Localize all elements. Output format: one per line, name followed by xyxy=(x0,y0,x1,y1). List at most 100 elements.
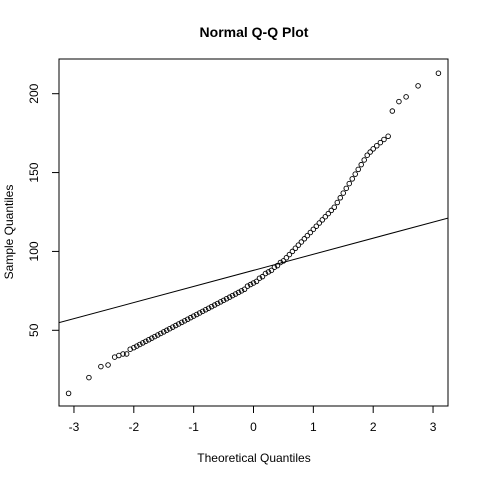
data-point xyxy=(325,210,332,217)
data-point xyxy=(389,108,396,114)
data-point xyxy=(262,270,269,277)
data-point xyxy=(202,307,209,313)
x-tick-label: -1 xyxy=(188,420,199,434)
data-point xyxy=(205,305,212,311)
data-point xyxy=(160,329,167,335)
data-point xyxy=(374,142,380,149)
data-point xyxy=(105,362,111,368)
reference-line xyxy=(59,217,448,324)
data-point xyxy=(322,213,329,220)
data-point xyxy=(98,363,104,370)
data-point xyxy=(346,180,353,187)
data-point xyxy=(193,311,200,318)
data-point xyxy=(396,98,402,105)
data-point xyxy=(169,324,176,330)
data-point xyxy=(435,70,442,76)
data-point xyxy=(256,275,263,281)
data-point xyxy=(340,190,347,196)
data-point xyxy=(364,152,370,158)
x-tick-label: 2 xyxy=(370,420,377,434)
data-point xyxy=(146,337,152,343)
data-point xyxy=(286,251,293,258)
data-point xyxy=(140,340,146,346)
data-point xyxy=(152,333,158,340)
data-point xyxy=(283,254,290,261)
data-point xyxy=(377,139,384,146)
data-point xyxy=(328,207,335,214)
data-point xyxy=(154,332,161,338)
x-tick-label: 3 xyxy=(430,420,437,434)
y-axis: 50 100 150 200 xyxy=(27,83,60,337)
data-point xyxy=(310,226,317,233)
y-tick-label: 50 xyxy=(27,323,41,337)
data-point xyxy=(385,133,391,140)
x-tick-label: 0 xyxy=(250,420,257,434)
data-point xyxy=(214,300,221,307)
data-point xyxy=(268,267,275,274)
data-point xyxy=(352,171,358,177)
data-point xyxy=(143,338,149,345)
data-point xyxy=(232,291,239,297)
data-point xyxy=(241,286,248,293)
data-point xyxy=(86,374,92,381)
data-point xyxy=(343,185,350,192)
x-tick-label: -2 xyxy=(128,420,139,434)
data-point xyxy=(181,318,188,324)
data-point xyxy=(355,166,361,173)
data-point xyxy=(229,292,236,299)
data-point xyxy=(367,149,373,155)
data-point xyxy=(65,390,72,397)
data-point xyxy=(223,295,230,302)
data-point xyxy=(301,236,308,242)
data-point xyxy=(187,314,194,321)
data-point xyxy=(208,303,215,310)
x-tick-label: 1 xyxy=(310,420,317,434)
data-point xyxy=(226,294,233,300)
data-point xyxy=(196,310,203,316)
data-point xyxy=(199,308,206,315)
data-point xyxy=(271,264,278,270)
data-point xyxy=(289,248,296,255)
data-point xyxy=(280,258,287,264)
data-point xyxy=(307,229,314,236)
data-point xyxy=(337,195,344,201)
data-point xyxy=(403,94,409,100)
data-point xyxy=(358,161,364,168)
data-point xyxy=(274,262,281,269)
data-point xyxy=(334,199,341,206)
data-point xyxy=(313,223,320,229)
y-axis-title: Sample Quantiles xyxy=(2,185,16,280)
data-point xyxy=(149,335,155,341)
chart-title: Normal Q-Q Plot xyxy=(200,24,309,40)
data-point xyxy=(247,281,254,288)
data-point xyxy=(134,343,140,349)
data-point xyxy=(172,322,179,329)
data-point xyxy=(211,302,218,308)
data-point xyxy=(381,136,387,143)
data-point xyxy=(361,157,367,163)
data-point xyxy=(298,239,305,245)
y-tick-label: 200 xyxy=(27,83,41,103)
data-point xyxy=(220,297,227,304)
data-point xyxy=(120,351,126,357)
data-point xyxy=(259,273,266,280)
y-tick-label: 150 xyxy=(27,162,41,182)
data-point xyxy=(292,245,299,252)
data-point xyxy=(244,283,251,289)
data-point xyxy=(316,220,323,226)
data-point xyxy=(319,217,326,223)
data-point xyxy=(253,278,260,285)
data-point xyxy=(331,204,338,211)
data-point xyxy=(184,316,191,323)
x-axis: -3 -2 -1 0 1 2 3 xyxy=(69,405,437,434)
data-point xyxy=(277,259,284,266)
data-point xyxy=(250,280,257,286)
data-point xyxy=(235,289,242,296)
data-point xyxy=(131,344,137,351)
data-point xyxy=(163,327,170,334)
data-point xyxy=(415,83,421,89)
data-point xyxy=(137,341,143,348)
data-point xyxy=(166,325,173,332)
data-point xyxy=(190,313,197,319)
